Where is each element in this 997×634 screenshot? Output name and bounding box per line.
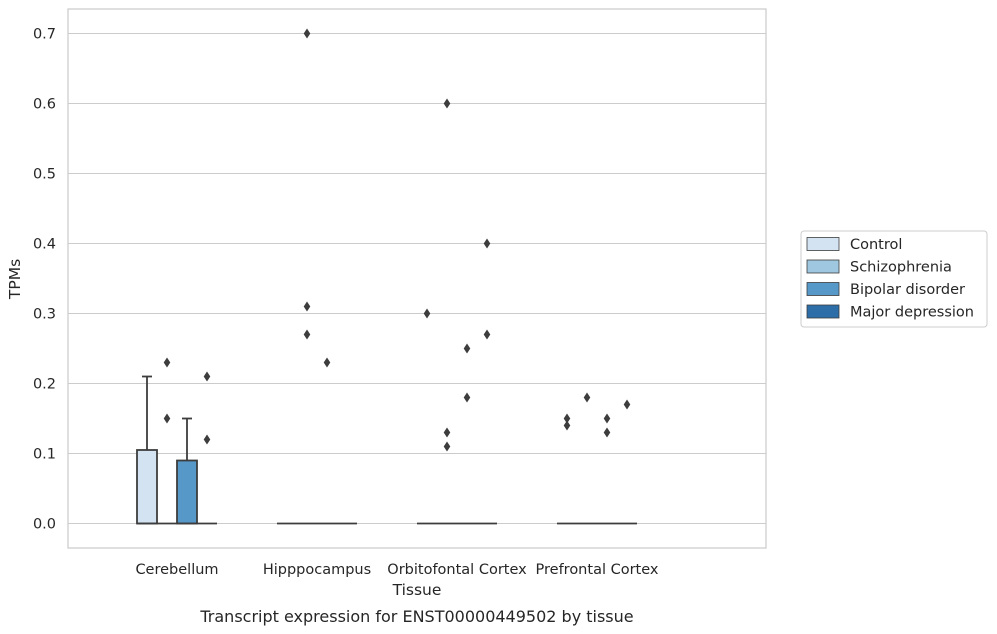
chart-caption: Transcript expression for ENST0000044950…	[199, 607, 633, 626]
legend-swatch	[806, 282, 840, 296]
box	[176, 459, 198, 525]
outlier-point	[463, 343, 471, 354]
legend-label: Major depression	[850, 305, 974, 321]
y-tick-label: 0.0	[33, 517, 56, 533]
x-tick-label: Prefrontal Cortex	[536, 562, 659, 578]
y-tick-label: 0.6	[33, 97, 56, 113]
legend-swatch	[806, 259, 840, 274]
plot-frame	[67, 8, 767, 549]
y-tick-label: 0.1	[33, 447, 56, 463]
legend: Control Schizophrenia Bipolar disorder Majo…	[800, 230, 988, 328]
outlier-point	[303, 301, 311, 312]
x-tick-label: Orbitofontal Cortex	[387, 562, 527, 578]
outlier-point	[163, 413, 171, 424]
outlier-point	[463, 392, 471, 403]
outlier-point	[423, 308, 431, 319]
outlier-point	[443, 98, 451, 109]
x-axis-label: Tissue	[392, 581, 442, 599]
boxes	[136, 375, 637, 525]
outlier-point	[563, 420, 571, 431]
legend-label: Control	[850, 237, 902, 253]
legend-swatch	[806, 304, 840, 319]
legend-label: Bipolar disorder	[850, 282, 965, 298]
outlier-point	[203, 371, 211, 382]
outlier-point	[603, 427, 611, 438]
legend-frame	[800, 230, 988, 328]
x-tick-labels: Cerebellum Hipppocampus Orbitofontal Corte…	[135, 562, 658, 578]
outliers	[163, 28, 631, 452]
y-tick-label: 0.2	[33, 377, 56, 393]
outlier-point	[483, 238, 491, 249]
gridlines	[68, 32, 766, 525]
outlier-point	[323, 357, 331, 368]
x-tick-label: Hipppocampus	[263, 562, 371, 578]
y-tick-label: 0.5	[33, 167, 56, 183]
outlier-point	[163, 357, 171, 368]
y-tick-labels: 0.0 0.1 0.2 0.3 0.4 0.5 0.6 0.7	[33, 27, 56, 533]
y-tick-label: 0.4	[33, 237, 56, 253]
legend-label: Schizophrenia	[850, 260, 952, 276]
outlier-point	[483, 329, 491, 340]
outlier-point	[603, 413, 611, 424]
outlier-point	[203, 434, 211, 445]
outlier-point	[623, 399, 631, 410]
outlier-point	[583, 392, 591, 403]
legend-swatch	[806, 237, 840, 251]
box	[136, 449, 158, 525]
outlier-point	[303, 329, 311, 340]
outlier-point	[443, 441, 451, 452]
y-tick-label: 0.7	[33, 27, 56, 43]
outlier-point	[443, 427, 451, 438]
x-tick-label: Cerebellum	[135, 562, 218, 578]
y-tick-label: 0.3	[33, 307, 56, 323]
y-axis-label: TPMs	[6, 259, 24, 300]
outlier-point	[563, 413, 571, 424]
outlier-point	[303, 28, 311, 39]
